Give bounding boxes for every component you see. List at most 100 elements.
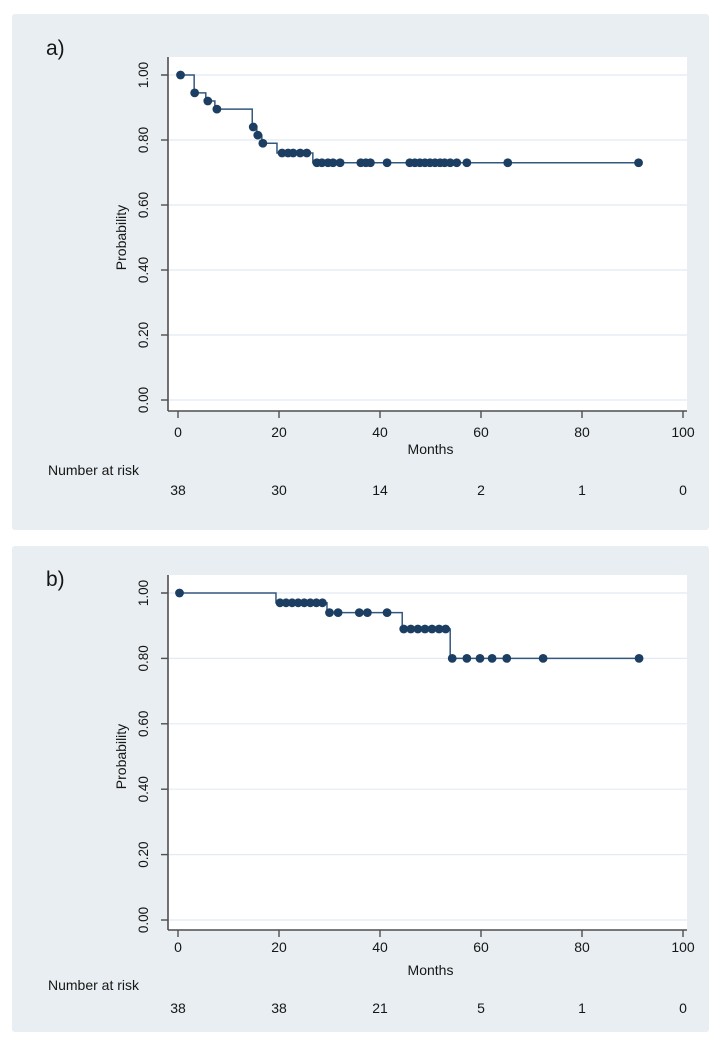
risk-count: 2	[477, 482, 485, 498]
censor-marker	[634, 654, 644, 663]
censor-marker	[295, 148, 305, 158]
censor-marker	[175, 588, 184, 598]
censor-marker	[305, 598, 315, 608]
y-tick-label: 0.60	[136, 711, 151, 737]
censor-marker	[328, 158, 338, 168]
censor-marker	[634, 158, 643, 168]
x-tick-label: 0	[174, 424, 182, 440]
risk-count: 0	[679, 482, 687, 498]
plot-area	[168, 575, 687, 930]
censor-marker	[281, 598, 291, 608]
x-tick-label: 0	[174, 939, 182, 955]
censor-marker	[502, 654, 512, 663]
x-tick-label: 80	[574, 939, 590, 955]
risk-count: 38	[271, 1000, 287, 1016]
x-tick-label: 40	[372, 424, 388, 440]
km-chart-panel-a: 0.000.200.400.600.801.000 20 40 60 80 100Mont…	[46, 37, 695, 498]
censor-marker	[447, 654, 457, 663]
risk-count: 1	[578, 1000, 586, 1016]
censor-marker	[248, 122, 258, 132]
y-tick-label: 1.00	[136, 580, 151, 606]
risk-count: 38	[170, 482, 186, 498]
censor-marker	[427, 624, 437, 634]
censor-marker	[406, 624, 416, 634]
censor-marker	[335, 158, 345, 168]
panel-label: a)	[46, 37, 65, 60]
y-tick-label: 0.60	[136, 192, 151, 218]
censor-marker	[382, 158, 392, 168]
x-tick-label: 20	[271, 939, 287, 955]
risk-count: 21	[372, 1000, 388, 1016]
panel-label: b)	[46, 568, 65, 591]
censor-marker	[317, 158, 327, 168]
y-tick-label: 0.00	[136, 907, 151, 933]
censor-marker	[299, 598, 309, 608]
km-chart-panel-b: 0.00 0.20 0.40 0.60 0.80 1.00 0 20 40 60 80 100 Mont…	[46, 568, 695, 1016]
risk-count: 38	[170, 1000, 186, 1016]
censor-marker	[275, 598, 285, 608]
censor-marker	[203, 96, 213, 106]
censor-marker	[362, 608, 372, 618]
censor-marker	[462, 654, 472, 663]
x-tick-label: 100	[671, 939, 695, 955]
x-tick-label: 60	[473, 939, 489, 955]
censor-marker	[452, 158, 462, 168]
risk-count: 1	[578, 482, 586, 498]
x-tick-label: 60	[473, 424, 489, 440]
censor-marker	[382, 608, 392, 618]
censor-marker	[399, 624, 409, 634]
y-tick-label: 0.00	[136, 387, 151, 413]
y-tick-label: 0.80	[136, 127, 151, 153]
y-tick-label: 0.80	[136, 645, 151, 671]
y-tick-label: 0.40	[136, 776, 151, 802]
risk-table-label: Number at risk	[48, 462, 140, 478]
x-tick-label: 40	[372, 939, 388, 955]
censor-marker	[253, 130, 263, 140]
censor-marker	[503, 158, 513, 168]
y-tick-label: 1.00	[136, 62, 151, 88]
censor-marker	[538, 654, 548, 663]
censor-marker	[462, 158, 472, 168]
y-tick-label: 0.40	[136, 257, 151, 283]
censor-marker	[176, 70, 185, 80]
censor-marker	[354, 608, 364, 618]
censor-marker	[441, 624, 451, 634]
panel-a-card: 0.00 0.20 0.40 0.60 0.80 1.00 0 20 40 60 80 100 Mont…	[12, 14, 709, 530]
y-axis-title: Probability	[113, 724, 129, 789]
y-tick-label: 0.20	[136, 322, 151, 348]
plot-area	[168, 57, 687, 411]
censor-marker	[325, 608, 334, 618]
censor-marker	[190, 88, 200, 98]
censor-marker	[293, 598, 303, 608]
censor-marker	[287, 598, 297, 608]
censor-marker	[288, 148, 298, 158]
censor-marker	[434, 624, 444, 634]
censor-marker	[212, 104, 222, 114]
y-tick-label: 0.20	[136, 841, 151, 867]
x-axis-title: Months	[408, 441, 454, 457]
censor-marker	[277, 148, 287, 158]
risk-count: 0	[679, 1000, 687, 1016]
risk-count: 14	[372, 482, 388, 498]
censor-marker	[258, 138, 268, 148]
x-axis-title: Months	[408, 962, 454, 978]
panel-b-card: 0.00 0.20 0.40 0.60 0.80 1.00 0 20 40 60 80 100 Mont…	[12, 546, 709, 1032]
censor-marker	[302, 148, 312, 158]
risk-count: 5	[477, 1000, 485, 1016]
x-tick-label: 20	[271, 424, 287, 440]
risk-count: 30	[271, 482, 287, 498]
censor-marker	[333, 608, 343, 618]
x-tick-label: 100	[671, 424, 695, 440]
risk-table-label: Number at risk	[48, 977, 140, 993]
censor-marker	[311, 598, 321, 608]
y-axis-title: Probability	[113, 205, 129, 270]
censor-marker	[413, 624, 423, 634]
censor-marker	[475, 654, 485, 663]
censor-marker	[445, 158, 455, 168]
censor-marker	[420, 624, 430, 634]
censor-marker	[366, 158, 375, 168]
censor-marker	[487, 654, 497, 663]
censor-marker	[318, 598, 327, 608]
